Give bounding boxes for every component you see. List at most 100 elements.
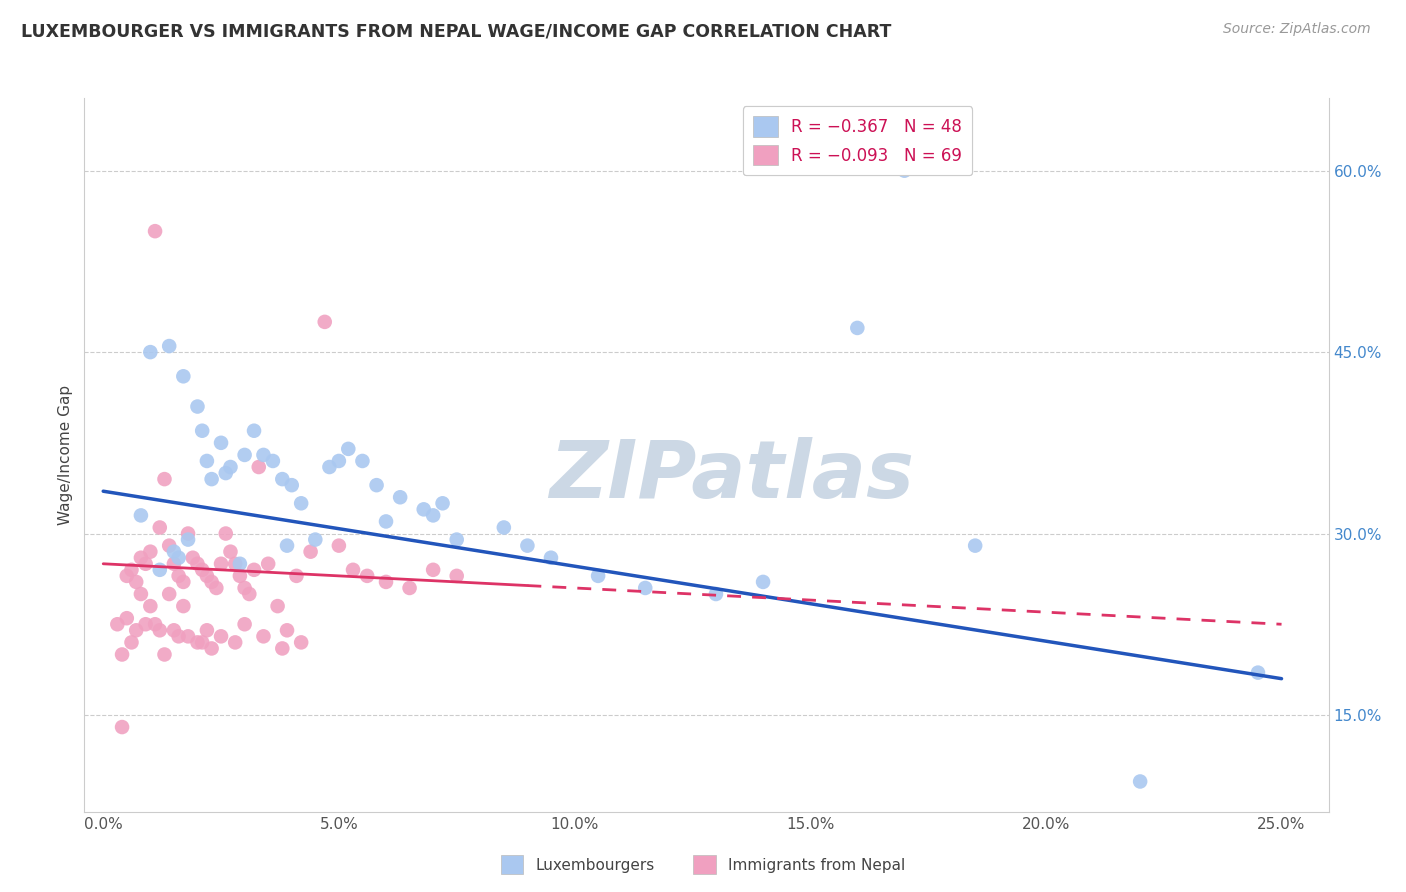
Point — [229, 557, 252, 571]
Point — [177, 533, 200, 547]
Point — [115, 569, 138, 583]
Point — [846, 321, 869, 335]
Point — [356, 569, 378, 583]
Point — [195, 624, 218, 638]
Point — [252, 448, 274, 462]
Point — [398, 581, 420, 595]
Point — [157, 587, 180, 601]
Point — [186, 400, 208, 414]
Point — [271, 641, 294, 656]
Point — [167, 569, 190, 583]
Point — [285, 569, 308, 583]
Point — [328, 539, 350, 553]
Point — [157, 539, 180, 553]
Point — [125, 624, 148, 638]
Point — [233, 448, 256, 462]
Point — [167, 550, 190, 565]
Point — [167, 629, 190, 643]
Point — [115, 611, 138, 625]
Point — [172, 574, 194, 589]
Point — [318, 460, 340, 475]
Point — [219, 544, 242, 558]
Point — [224, 635, 246, 649]
Point — [314, 315, 336, 329]
Point — [224, 557, 246, 571]
Point — [186, 557, 208, 571]
Point — [516, 539, 538, 553]
Point — [209, 629, 232, 643]
Point — [446, 533, 468, 547]
Point — [172, 369, 194, 384]
Point — [201, 641, 224, 656]
Point — [276, 624, 298, 638]
Point — [181, 550, 204, 565]
Point — [290, 635, 312, 649]
Point — [352, 454, 374, 468]
Point — [135, 557, 157, 571]
Point — [195, 569, 218, 583]
Point — [266, 599, 288, 613]
Point — [129, 550, 152, 565]
Point — [129, 508, 152, 523]
Point — [262, 454, 284, 468]
Point — [135, 617, 157, 632]
Point — [219, 460, 242, 475]
Point — [149, 520, 172, 534]
Point — [540, 550, 562, 565]
Point — [229, 569, 252, 583]
Point — [446, 569, 468, 583]
Point — [247, 460, 270, 475]
Point — [177, 526, 200, 541]
Point — [191, 635, 214, 649]
Point — [215, 466, 238, 480]
Point — [157, 339, 180, 353]
Text: ZIPatlas: ZIPatlas — [548, 437, 914, 516]
Point — [704, 587, 727, 601]
Legend: Luxembourgers, Immigrants from Nepal: Luxembourgers, Immigrants from Nepal — [495, 849, 911, 880]
Point — [191, 424, 214, 438]
Point — [139, 544, 162, 558]
Point — [121, 563, 143, 577]
Point — [752, 574, 775, 589]
Point — [366, 478, 388, 492]
Point — [111, 648, 134, 662]
Point — [143, 224, 166, 238]
Point — [149, 563, 172, 577]
Point — [893, 163, 915, 178]
Point — [342, 563, 364, 577]
Point — [121, 635, 143, 649]
Y-axis label: Wage/Income Gap: Wage/Income Gap — [58, 384, 73, 525]
Point — [276, 539, 298, 553]
Point — [252, 629, 274, 643]
Point — [586, 569, 609, 583]
Point — [257, 557, 280, 571]
Point — [186, 635, 208, 649]
Point — [143, 617, 166, 632]
Point — [139, 345, 162, 359]
Point — [1247, 665, 1270, 680]
Point — [290, 496, 312, 510]
Point — [299, 544, 322, 558]
Point — [153, 648, 176, 662]
Point — [191, 563, 214, 577]
Text: Source: ZipAtlas.com: Source: ZipAtlas.com — [1223, 22, 1371, 37]
Point — [243, 563, 266, 577]
Point — [209, 557, 232, 571]
Point — [375, 574, 398, 589]
Point — [328, 454, 350, 468]
Point — [209, 435, 232, 450]
Point — [111, 720, 134, 734]
Point — [375, 515, 398, 529]
Text: LUXEMBOURGER VS IMMIGRANTS FROM NEPAL WAGE/INCOME GAP CORRELATION CHART: LUXEMBOURGER VS IMMIGRANTS FROM NEPAL WA… — [21, 22, 891, 40]
Point — [965, 539, 987, 553]
Point — [1129, 774, 1152, 789]
Point — [238, 587, 260, 601]
Point — [634, 581, 657, 595]
Point — [172, 599, 194, 613]
Point — [215, 526, 238, 541]
Point — [105, 617, 128, 632]
Point — [205, 581, 228, 595]
Point — [422, 508, 444, 523]
Point — [201, 574, 224, 589]
Point — [163, 544, 186, 558]
